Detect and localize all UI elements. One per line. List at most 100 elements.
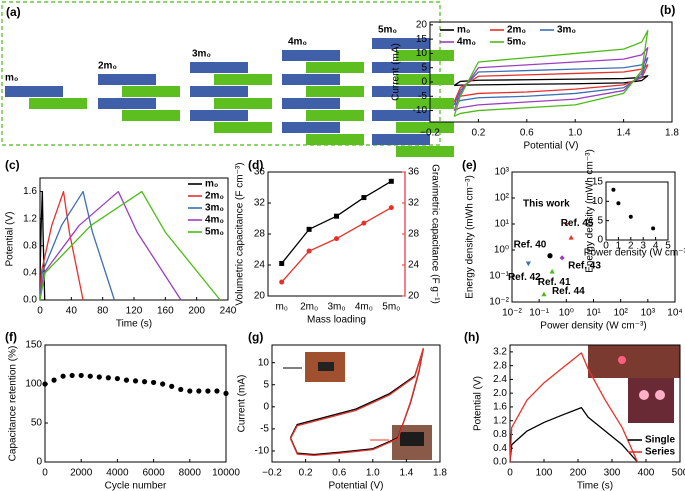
y-tick-label: 5 <box>263 379 269 390</box>
y-tick-label: 2.0 <box>493 388 507 399</box>
marker <box>87 373 93 379</box>
point-label: Ref. 42 <box>508 272 541 283</box>
diagram-label: 3m₀ <box>192 49 211 60</box>
x-tick-label: 1.4 <box>617 128 631 139</box>
y-tick-label: 0.8 <box>23 240 37 251</box>
x-tick-label: 1 <box>616 241 622 252</box>
y2-tick-label: 32 <box>408 198 420 209</box>
legend-label: m₀ <box>205 179 218 190</box>
x-tick-label: 160 <box>157 306 174 317</box>
y-tick-label: 10 <box>416 48 428 59</box>
x-axis-label: Time (s) <box>116 319 152 330</box>
panel-label: (h) <box>464 330 479 344</box>
series-line <box>509 406 638 463</box>
legend-label: Single <box>645 435 675 446</box>
x-axis-label: Mass loading <box>307 315 366 326</box>
marker <box>361 220 367 226</box>
block-blue <box>372 134 430 145</box>
x-tick-label: 500 <box>672 468 685 479</box>
y-tick-label: 10 <box>258 357 270 368</box>
x-tick-label: 0.2 <box>471 128 485 139</box>
series-line <box>453 64 649 103</box>
marker <box>306 226 312 232</box>
x-tick-label: 3 <box>640 241 646 252</box>
block-green <box>396 74 454 85</box>
marker <box>388 178 394 184</box>
x-axis-label: Potential (V) <box>328 481 383 491</box>
marker <box>616 201 621 206</box>
marker <box>42 381 48 387</box>
x-tick-label: 40 <box>66 306 78 317</box>
y-tick-label: 10¹ <box>495 219 510 230</box>
marker <box>279 279 285 285</box>
y-tick-label: 0.0 <box>23 295 37 306</box>
plot-frame <box>605 181 669 241</box>
x-axis-label: Cycle number <box>105 481 167 491</box>
x-axis-label: Power density (W cm⁻³) <box>540 321 646 332</box>
legend-label: 2m₀ <box>507 25 526 36</box>
block-green <box>306 110 364 121</box>
x-tick-label: 120 <box>126 306 143 317</box>
x-tick-label: 240 <box>220 306 237 317</box>
x-tick-label: 0 <box>42 468 48 479</box>
y-tick-label: 150 <box>25 340 42 351</box>
marker <box>196 388 202 394</box>
photo-inset <box>628 378 674 423</box>
block-green <box>214 98 272 109</box>
block-green <box>214 122 272 133</box>
diagram-label: 2m₀ <box>98 61 117 72</box>
x-tick-label: 2 <box>628 241 634 252</box>
marker <box>547 253 553 259</box>
block-green <box>122 86 180 97</box>
x-tick-label: 10³ <box>641 308 656 319</box>
y-tick-label: 0.0 <box>493 457 507 468</box>
marker <box>334 213 339 219</box>
y-tick-label: 0.4 <box>493 443 507 454</box>
x-tick-label: 4 <box>653 241 659 252</box>
y-tick-label: 10³ <box>495 167 510 178</box>
marker <box>611 187 616 192</box>
y-tick-label: 1.2 <box>493 415 507 426</box>
marker <box>628 214 633 219</box>
x-tick-label: 400 <box>638 468 655 479</box>
y-tick-label: 100 <box>25 379 42 390</box>
photo-device <box>318 362 334 371</box>
y-tick-label: -5 <box>260 424 269 435</box>
marker <box>78 372 84 379</box>
series-line <box>453 75 649 87</box>
point-label: Ref. 40 <box>514 239 547 250</box>
marker <box>141 379 148 385</box>
block-green <box>29 98 87 109</box>
marker <box>559 255 565 261</box>
y-axis-label: Capacitance retention (%) <box>8 346 19 462</box>
point-label: Ref. 41 <box>538 277 571 288</box>
photo-inset <box>588 345 680 378</box>
series-line <box>39 190 221 301</box>
series-line <box>39 190 84 301</box>
x-tick-label: 5m₀ <box>382 302 400 313</box>
block-blue <box>372 110 430 121</box>
x-tick-label: 10⁰ <box>559 308 574 319</box>
x-tick-label: 1.0 <box>568 128 582 139</box>
plot-frame <box>429 21 673 123</box>
y-tick-label: 10² <box>495 193 510 204</box>
x-tick-label: 8000 <box>179 468 202 479</box>
y-tick-label: -5 <box>418 91 427 102</box>
diagram-frame <box>1 1 441 146</box>
block-blue <box>372 86 430 97</box>
marker <box>178 386 184 393</box>
y-tick-label: 2.4 <box>493 374 507 385</box>
y-axis-label: Volumetric capacitance (F cm⁻³) <box>235 162 246 305</box>
marker <box>151 379 157 386</box>
x-axis-label: Time (s) <box>577 481 613 491</box>
diagram-label: 5m₀ <box>378 25 397 36</box>
block-blue <box>98 98 156 109</box>
legend-label: 4m₀ <box>457 37 476 48</box>
y-axis-label: Potential (V) <box>5 211 16 266</box>
point-label: Ref. 44 <box>552 286 585 297</box>
y-tick-label: 10⁻¹ <box>489 271 509 282</box>
legend-label: 2m₀ <box>205 191 224 202</box>
marker <box>205 388 211 394</box>
series-line <box>281 180 392 264</box>
marker <box>69 372 75 379</box>
